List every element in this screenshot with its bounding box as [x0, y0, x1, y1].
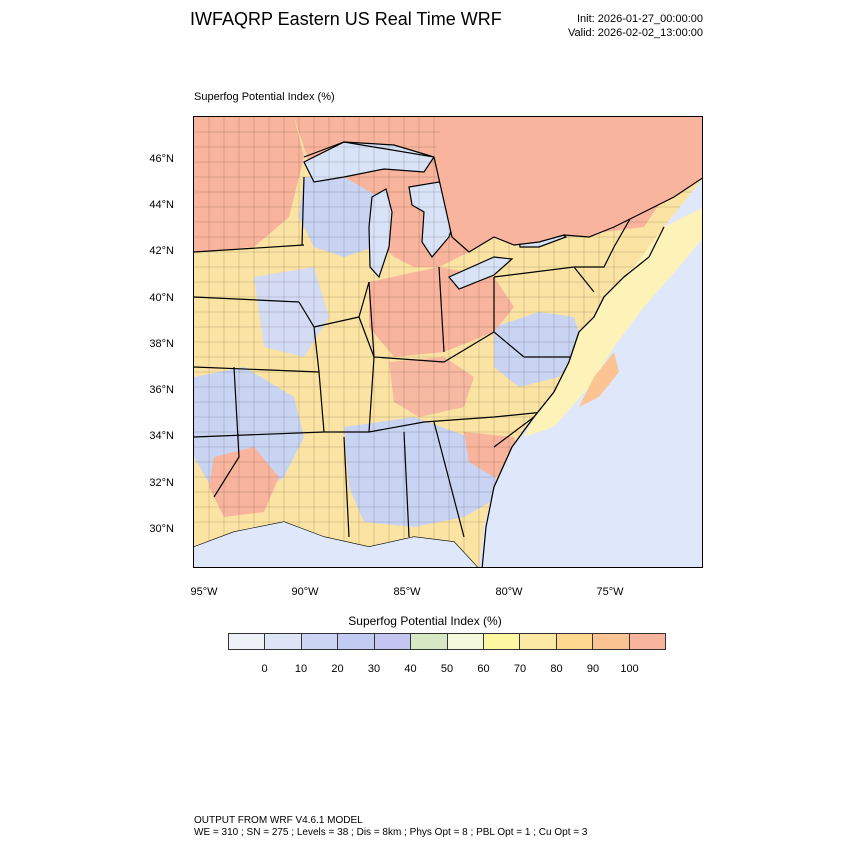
colorbar — [228, 633, 666, 650]
colorbar-swatch — [520, 634, 557, 649]
lat-label-42: 42°N — [149, 245, 174, 257]
colorbar-swatch — [593, 634, 630, 649]
lon-label-95: 95°W — [190, 586, 218, 598]
high-zone-louisiana — [209, 447, 279, 517]
map-subtitle: Superfog Potential Index (%) — [194, 91, 335, 103]
colorbar-swatch — [556, 634, 594, 649]
lat-label-44: 44°N — [149, 199, 174, 211]
colorbar-tick-label: 80 — [550, 663, 563, 675]
colorbar-tick-label: 100 — [620, 663, 639, 675]
valid-time: Valid: 2026-02-02_13:00:00 — [568, 27, 703, 39]
model-footer-line1: OUTPUT FROM WRF V4.6.1 MODEL — [194, 815, 363, 826]
gulf-mask — [194, 522, 478, 567]
lat-label-34: 34°N — [149, 430, 174, 442]
colorbar-tick-label: 10 — [294, 663, 308, 675]
colorbar-tick-label: 0 — [261, 663, 268, 675]
init-time: Init: 2026-01-27_00:00:00 — [577, 13, 703, 25]
lon-label-85: 85°W — [393, 586, 421, 598]
colorbar-swatch — [338, 634, 375, 649]
colorbar-swatch — [265, 634, 302, 649]
lon-label-90: 90°W — [291, 586, 319, 598]
colorbar-swatch — [447, 634, 484, 649]
colorbar-swatch — [374, 634, 412, 649]
coastline-redraw — [481, 226, 665, 567]
lat-label-30: 30°N — [149, 523, 174, 535]
colorbar-tick-label: 90 — [586, 663, 600, 675]
colorbar-swatch — [411, 634, 448, 649]
colorbar-tick-label: 20 — [331, 663, 344, 675]
low-zone-southeast — [344, 417, 499, 527]
colorbar-tick-label: 70 — [513, 663, 527, 675]
lat-label-32: 32°N — [149, 477, 174, 489]
lake-michigan — [368, 188, 393, 279]
map-panel — [193, 116, 703, 568]
lon-label-75: 75°W — [596, 586, 624, 598]
model-footer-line2: WE = 310 ; SN = 275 ; Levels = 38 ; Dis … — [194, 827, 588, 838]
lat-label-38: 38°N — [149, 338, 174, 350]
colorbar-swatch — [301, 634, 339, 649]
colorbar-tick-label: 50 — [440, 663, 454, 675]
colorbar-swatch — [629, 634, 666, 649]
ocean-warm-mask — [524, 208, 702, 437]
lat-label-36: 36°N — [149, 384, 174, 396]
colorbar-swatch — [483, 634, 521, 649]
colorbar-title: Superfog Potential Index (%) — [348, 614, 502, 628]
colorbar-tick-label: 40 — [404, 663, 417, 675]
canada-border — [303, 141, 702, 253]
map-title: IWFAQRP Eastern US Real Time WRF — [190, 9, 502, 29]
lon-label-80: 80°W — [495, 586, 523, 598]
lat-label-40: 40°N — [149, 292, 174, 304]
high-zone-west — [194, 117, 304, 252]
canada-mask — [434, 117, 702, 252]
lat-label-46: 46°N — [149, 153, 174, 165]
colorbar-tick-label: 30 — [367, 663, 381, 675]
ocean-high-mask — [579, 352, 619, 407]
colorbar-tick-label: 60 — [477, 663, 490, 675]
colorbar-swatch — [229, 634, 266, 649]
